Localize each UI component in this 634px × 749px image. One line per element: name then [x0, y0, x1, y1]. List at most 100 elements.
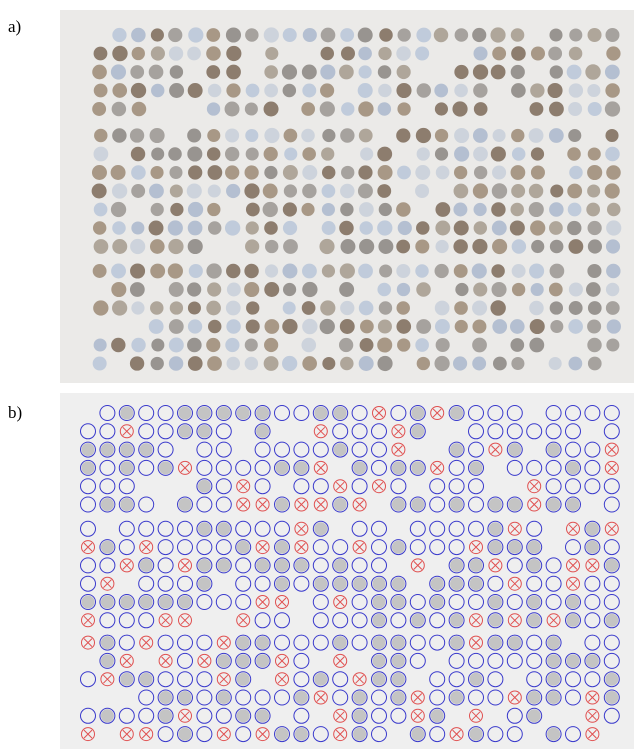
core [245, 239, 259, 253]
core [302, 165, 317, 180]
core [473, 64, 488, 79]
core [396, 202, 411, 217]
core [549, 283, 563, 297]
core [396, 128, 410, 142]
core [302, 356, 317, 371]
core-fill [450, 614, 463, 627]
core [529, 128, 544, 143]
core [530, 83, 544, 97]
core [149, 65, 164, 80]
core [225, 128, 239, 142]
core [397, 283, 410, 296]
core [283, 301, 296, 314]
core [491, 202, 505, 216]
core [435, 102, 448, 115]
core [322, 203, 335, 216]
core-fill [353, 461, 366, 474]
core [246, 301, 259, 314]
core [245, 129, 258, 142]
core [453, 203, 467, 217]
core [170, 65, 183, 78]
core-fill [528, 691, 541, 704]
core [111, 282, 126, 297]
core [341, 166, 354, 179]
core-fill [120, 596, 133, 609]
core [131, 301, 144, 314]
core [284, 129, 298, 143]
core [511, 28, 525, 42]
core-fill [470, 673, 483, 686]
core [93, 300, 108, 315]
core [187, 183, 202, 198]
core-fill [120, 673, 133, 686]
core-fill [450, 577, 463, 590]
core [188, 319, 202, 333]
core [132, 102, 147, 117]
core [112, 83, 127, 98]
core [454, 184, 469, 199]
core [225, 338, 239, 352]
core-fill [450, 559, 463, 572]
core [436, 338, 450, 352]
core [454, 264, 468, 278]
core-fill [528, 596, 541, 609]
core [93, 221, 106, 234]
core [340, 28, 354, 42]
core [567, 184, 582, 199]
core [245, 28, 258, 41]
core-fill [334, 407, 347, 420]
core [131, 83, 146, 98]
core [111, 165, 126, 180]
core [111, 64, 126, 79]
core [282, 356, 297, 371]
core-fill [508, 443, 521, 456]
core [208, 84, 221, 97]
core-fill [605, 673, 618, 686]
core [264, 356, 279, 371]
core [226, 27, 241, 42]
core-fill [353, 691, 366, 704]
core-fill [101, 541, 114, 554]
core-fill [101, 498, 114, 511]
core [130, 239, 145, 254]
core [151, 84, 164, 97]
core [396, 301, 409, 314]
core-fill [120, 461, 133, 474]
core [415, 264, 428, 277]
core [169, 83, 184, 98]
core [397, 65, 411, 79]
core-fill [82, 443, 95, 456]
core [263, 202, 278, 217]
core-fill [295, 461, 308, 474]
core-fill [159, 691, 172, 704]
core [607, 319, 621, 333]
core [567, 65, 582, 80]
core [225, 102, 240, 117]
core [492, 47, 506, 61]
core-fill [217, 559, 230, 572]
core [585, 64, 600, 79]
core-fill [586, 654, 599, 667]
core [92, 65, 107, 80]
core [130, 282, 145, 297]
core-fill [373, 596, 386, 609]
core-fill [198, 425, 211, 438]
core [283, 165, 298, 180]
core [227, 283, 241, 297]
core [379, 264, 392, 277]
core [341, 239, 356, 254]
core [491, 264, 504, 277]
core [246, 84, 260, 98]
core [474, 166, 487, 179]
core [358, 264, 373, 279]
core [378, 102, 391, 115]
core [322, 129, 335, 142]
core-fill [237, 654, 250, 667]
core [606, 220, 621, 235]
core [435, 240, 448, 253]
core [454, 220, 469, 235]
core [510, 319, 525, 334]
core [454, 166, 467, 179]
core [150, 128, 165, 143]
core [130, 356, 144, 370]
